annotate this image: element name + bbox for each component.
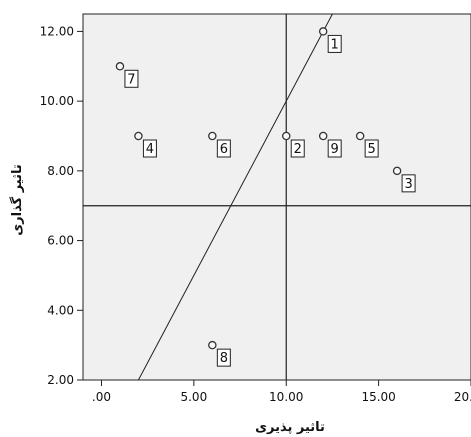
point-label: 4	[146, 142, 154, 157]
data-point	[208, 340, 217, 350]
y-tick-label: 4.00	[47, 303, 74, 317]
point-label: 9	[331, 142, 339, 157]
data-point	[134, 131, 143, 141]
point-label-box	[327, 139, 342, 158]
plot-area	[82, 13, 471, 381]
data-point	[318, 131, 328, 141]
point-label-box	[401, 174, 416, 193]
data-point	[208, 131, 217, 141]
x-tick-label: 10.00	[269, 390, 303, 404]
y-tick-label: 2.00	[47, 373, 74, 387]
point-label-box	[216, 348, 231, 367]
point-label-box	[124, 69, 139, 88]
y-axis: 2.00 4.00 6.00 8.00 10.00 12.00	[40, 24, 83, 387]
x-tick-label: 20.00	[454, 390, 471, 404]
point-label: 7	[127, 72, 135, 87]
point-label-box	[327, 34, 342, 53]
x-tick-label: 15.00	[361, 390, 395, 404]
point-label-box	[364, 139, 379, 158]
data-point	[281, 131, 291, 141]
point-label: 8	[220, 351, 228, 366]
y-tick-label: 12.00	[40, 24, 74, 38]
y-tick-label: 10.00	[40, 94, 74, 108]
point-label-box	[290, 139, 305, 158]
y-axis-title: تاثیر گذاری	[9, 164, 25, 236]
x-axis-title: تاثیر پذیری	[255, 420, 325, 435]
point-label-box	[142, 139, 157, 158]
point-label: 6	[220, 142, 228, 157]
y-tick-label: 6.00	[47, 234, 74, 248]
reference-lines	[83, 13, 471, 381]
point-label-box	[216, 139, 231, 158]
data-point	[392, 166, 402, 176]
y-tick-label: 8.00	[47, 164, 74, 178]
point-label: 2	[294, 142, 302, 157]
x-axis: .00 5.00 10.00 15.00 20.00	[92, 380, 471, 404]
data-points: 1 2 3 4 5 6 7 8 9	[115, 27, 416, 367]
x-tick-label: .00	[92, 390, 111, 404]
point-label: 3	[404, 177, 412, 192]
x-tick-label: 5.00	[180, 390, 207, 404]
point-label: 5	[368, 142, 376, 157]
data-point	[355, 131, 365, 141]
point-label: 1	[331, 37, 339, 52]
data-point	[318, 27, 328, 36]
data-point	[115, 62, 125, 71]
diagonal-reference-line	[137, 13, 333, 381]
